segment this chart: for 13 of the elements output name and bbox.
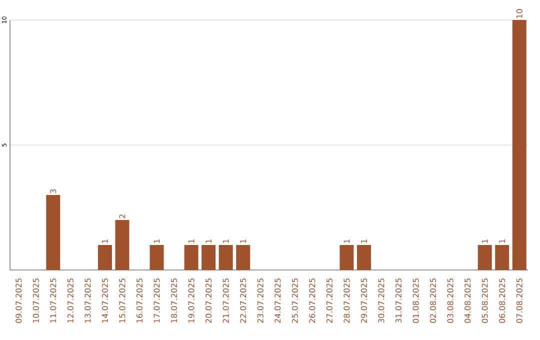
bar [478,245,492,270]
bar [236,245,250,270]
bar [150,245,164,270]
bar [46,195,60,270]
bar [98,245,112,270]
bar [184,245,198,270]
bar [340,245,354,270]
bar [202,245,216,270]
bar [115,220,130,270]
bar [356,245,371,270]
bar [495,245,510,270]
bar [218,245,233,270]
bar [512,20,526,270]
